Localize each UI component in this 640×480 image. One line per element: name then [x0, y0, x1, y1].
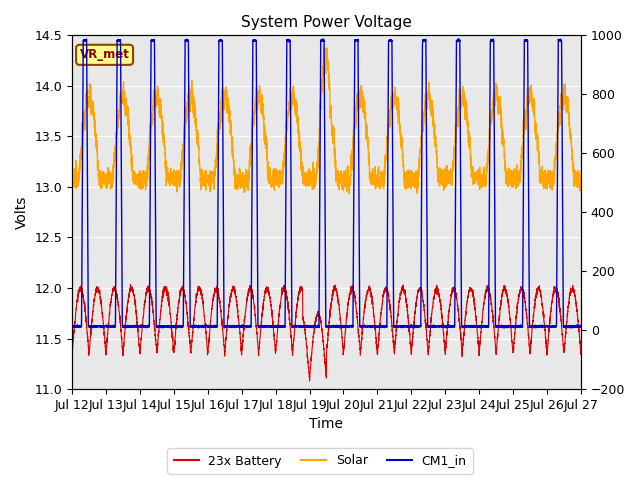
CM1_in: [577, 324, 584, 329]
Solar: [577, 171, 585, 177]
CM1_in: [159, 323, 167, 329]
23x Battery: [577, 347, 584, 352]
Solar: [412, 168, 420, 174]
CM1_in: [440, 324, 448, 329]
Solar: [159, 136, 167, 142]
Legend: 23x Battery, Solar, CM1_in: 23x Battery, Solar, CM1_in: [167, 448, 473, 474]
Line: Solar: Solar: [72, 48, 581, 193]
CM1_in: [167, 325, 175, 331]
Solar: [469, 164, 477, 170]
CM1_in: [307, 324, 315, 329]
Line: 23x Battery: 23x Battery: [72, 285, 581, 381]
X-axis label: Time: Time: [310, 418, 344, 432]
23x Battery: [307, 353, 315, 359]
23x Battery: [306, 378, 314, 384]
Solar: [68, 161, 76, 167]
CM1_in: [469, 323, 477, 329]
23x Battery: [160, 291, 168, 297]
Solar: [440, 180, 448, 186]
Solar: [346, 191, 353, 196]
CM1_in: [68, 324, 76, 330]
23x Battery: [68, 350, 76, 356]
23x Battery: [440, 338, 448, 344]
CM1_in: [577, 324, 585, 329]
23x Battery: [469, 290, 477, 296]
Y-axis label: Volts: Volts: [15, 195, 29, 229]
Text: VR_met: VR_met: [79, 48, 129, 61]
23x Battery: [577, 350, 585, 356]
23x Battery: [412, 303, 420, 309]
23x Battery: [127, 282, 134, 288]
Solar: [320, 45, 328, 50]
Solar: [577, 171, 584, 177]
Line: CM1_in: CM1_in: [72, 39, 581, 328]
CM1_in: [412, 324, 420, 330]
Title: System Power Voltage: System Power Voltage: [241, 15, 412, 30]
Solar: [307, 169, 315, 175]
CM1_in: [454, 36, 462, 42]
